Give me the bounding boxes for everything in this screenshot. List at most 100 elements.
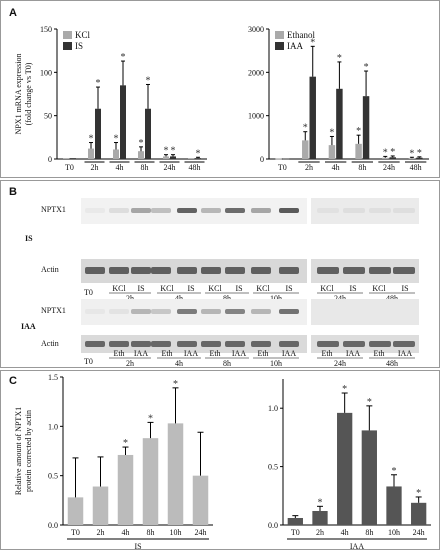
significance-star: *	[390, 147, 395, 158]
bar	[117, 454, 134, 525]
lane-time: 48h	[386, 294, 398, 303]
lane-time: 8h	[223, 359, 231, 367]
significance-star: *	[318, 497, 323, 508]
x-tick-label: 24h	[413, 528, 425, 537]
y-tick-label: 100	[40, 68, 52, 77]
actin-band	[109, 267, 129, 274]
lane-treatment: KCl	[320, 284, 334, 293]
significance-star: *	[171, 146, 176, 157]
x-tick-label: 4h	[341, 528, 349, 537]
y-tick-label: 50	[44, 112, 52, 121]
x-tick-label: 8h	[358, 163, 366, 172]
actin-band	[131, 341, 151, 347]
nptx1-band	[225, 208, 245, 213]
panel-letter-b: B	[9, 186, 17, 198]
nptx1-label-is: NPTX1	[41, 205, 66, 214]
bar	[138, 151, 144, 159]
actin-band	[369, 341, 391, 347]
significance-star: *	[342, 384, 347, 395]
significance-star: *	[383, 147, 388, 158]
bar	[95, 108, 101, 159]
lane-time: 8h	[223, 294, 231, 303]
x-axis-label: IAA	[350, 542, 364, 549]
actin-band	[177, 341, 197, 347]
lane-treatment: IAA	[282, 349, 296, 358]
actin-band	[151, 341, 171, 347]
bar	[92, 486, 109, 525]
actin-band	[393, 341, 415, 347]
nptx1-band	[317, 208, 339, 213]
significance-star: *	[196, 148, 201, 159]
nptx1-band	[225, 309, 245, 314]
y-tick-label: 0.0	[48, 521, 58, 530]
x-tick-label: 10h	[170, 528, 182, 537]
y-tick-label: 1.0	[268, 404, 278, 413]
bar	[63, 158, 69, 159]
bar	[142, 438, 159, 525]
actin-band	[343, 341, 365, 347]
nptx1-band	[279, 309, 299, 314]
actin-band	[177, 267, 197, 274]
bar	[312, 510, 328, 525]
lane-treatment: IS	[187, 284, 194, 293]
bands-is	[85, 208, 415, 274]
bar	[113, 149, 119, 159]
x-tick-label: 2h	[97, 528, 105, 537]
x-tick-label: 10h	[388, 528, 400, 537]
significance-star: *	[114, 134, 119, 145]
y-tick-label: 0.5	[268, 463, 278, 472]
bar	[275, 158, 282, 160]
actin-label-is: Actin	[41, 265, 59, 274]
bar	[328, 145, 336, 159]
nptx1-band	[279, 208, 299, 213]
lane-time: 10h	[270, 294, 282, 303]
y-tick-label: 3000	[248, 25, 264, 34]
lane-time: 2h	[126, 359, 134, 367]
panel-letter-c: C	[9, 375, 17, 387]
x-tick-label: 8h	[365, 528, 373, 537]
bar	[382, 157, 389, 159]
panel-c: C 0.0 0.5 1.0 1.5 Relative amount of NPTX1 pr…	[0, 370, 440, 550]
x-tick-label: 8h	[141, 163, 149, 172]
y-tick-label: 0	[48, 155, 52, 164]
legend-entry: Ethanol	[287, 30, 315, 40]
is-blot-label: IS	[25, 234, 33, 243]
nptx1-band	[131, 309, 151, 314]
lane-treatment: IS	[137, 284, 144, 293]
lane-treatment: KCl	[372, 284, 386, 293]
significance-star: *	[173, 379, 178, 390]
lane-treatment: Eth	[373, 349, 384, 358]
significance-star: *	[392, 466, 397, 477]
nptx1-membrane-iaa-right	[311, 299, 419, 325]
nptx1-band	[201, 309, 221, 314]
lane-treatment: Eth	[209, 349, 220, 358]
lane-treatment: KCl	[208, 284, 222, 293]
bar	[88, 148, 94, 159]
bar	[145, 108, 151, 159]
t0-label-is: T0	[84, 288, 93, 297]
lane-treatment: IAA	[346, 349, 360, 358]
y-tick-label: 1.0	[48, 422, 58, 431]
actin-band	[109, 341, 129, 347]
x-tick-label: T0	[71, 528, 80, 537]
bar	[67, 497, 84, 525]
lane-time: 48h	[386, 359, 398, 367]
significance-star: *	[329, 127, 334, 138]
lane-time: 4h	[175, 294, 183, 303]
y-axis-label: Relative amount of NPTX1	[14, 407, 23, 495]
x-tick-label: T0	[291, 528, 300, 537]
legend-swatch	[275, 31, 284, 39]
bar	[416, 157, 423, 159]
y-axis-label: NPX1 mRNA expression	[14, 54, 23, 135]
significance-star: *	[148, 413, 153, 424]
bar	[170, 156, 176, 159]
nptx1-band	[85, 208, 105, 213]
legend-swatch	[63, 42, 72, 50]
actin-band	[251, 267, 271, 274]
actin-band	[279, 267, 299, 274]
significance-star: *	[123, 438, 128, 449]
significance-star: *	[139, 138, 144, 149]
actin-band	[317, 267, 339, 274]
